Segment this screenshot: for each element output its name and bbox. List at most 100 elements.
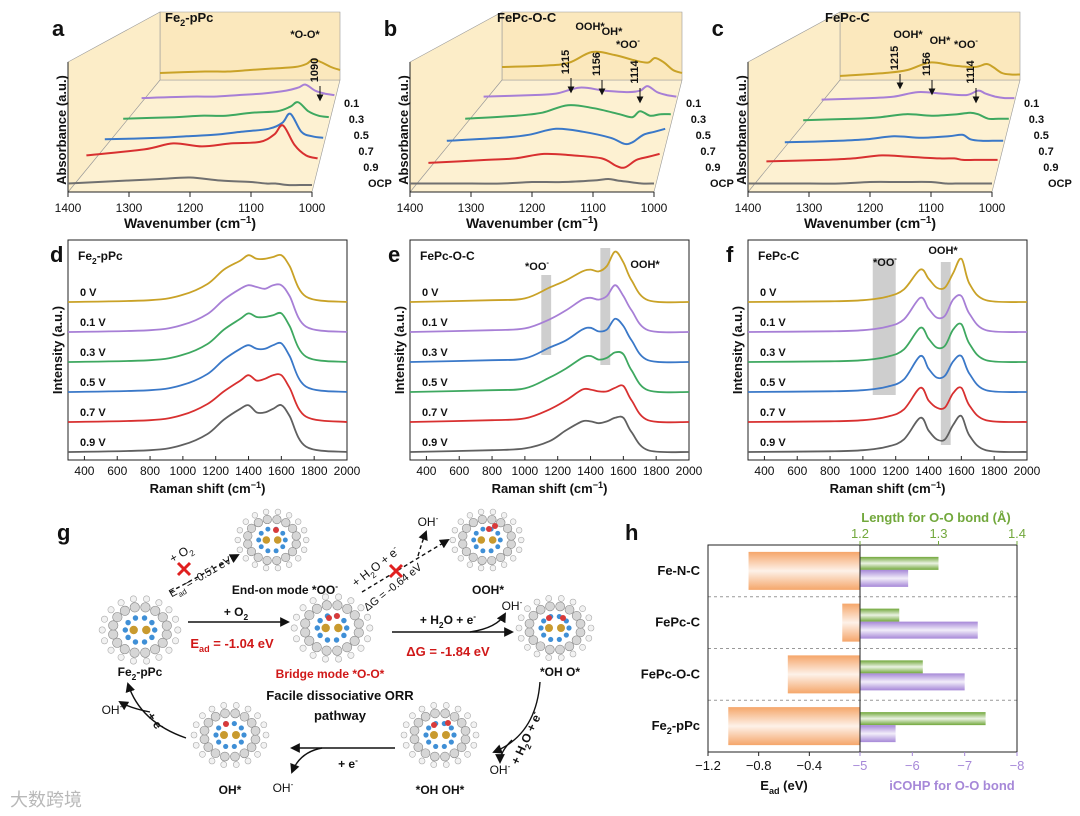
atom — [545, 654, 553, 661]
text-part: Raman shift (cm — [150, 481, 251, 496]
text-part: - — [546, 258, 549, 267]
atom — [489, 508, 497, 516]
series-label: 0.9 V — [760, 437, 786, 449]
x2-tick-label: −8 — [1010, 758, 1025, 773]
annotation: 1114 — [965, 59, 977, 83]
series-label: 0.9 V — [80, 437, 106, 449]
atom — [464, 750, 471, 758]
atom — [489, 564, 497, 572]
panel-letter: b — [384, 16, 397, 41]
text-part: E — [190, 636, 199, 651]
atom — [273, 548, 279, 554]
bar — [860, 712, 986, 726]
atom — [454, 757, 462, 765]
spectrum — [104, 112, 324, 141]
atom — [500, 512, 508, 519]
atom — [430, 731, 438, 739]
atom — [555, 601, 565, 612]
atom — [262, 514, 272, 525]
series-label: 0.7 — [358, 146, 373, 158]
atom — [503, 523, 513, 534]
spectrum — [747, 414, 1028, 453]
x-tick-label: 1000 — [299, 201, 326, 215]
x-tick-label: 1200 — [202, 464, 229, 478]
atom — [246, 742, 257, 753]
atom — [295, 518, 302, 525]
atom — [232, 702, 240, 709]
atom — [311, 642, 322, 653]
atom — [119, 605, 130, 616]
atom — [409, 725, 420, 736]
atom — [192, 721, 200, 729]
atom — [250, 725, 261, 736]
series-label: 0.7 V — [80, 407, 106, 419]
watermark: 大数跨境 — [10, 790, 82, 810]
x-tick-label: 1800 — [301, 464, 328, 478]
text-part: 2 — [439, 620, 444, 630]
atom — [564, 641, 575, 652]
atom — [477, 508, 485, 516]
series-label: 0.3 V — [80, 347, 106, 359]
text-part: + O — [167, 544, 191, 566]
category-label: Fe2-pPc — [652, 718, 700, 736]
series-label: 0.1 V — [80, 317, 106, 329]
x3-tick-label: 1.2 — [851, 526, 869, 541]
atom — [203, 717, 214, 728]
atom — [497, 537, 503, 543]
atom — [101, 615, 108, 623]
panel-letter: h — [625, 520, 638, 545]
text-part: - — [355, 755, 358, 765]
scheme-label: + e- — [338, 755, 358, 771]
atom — [480, 548, 486, 554]
spectrum — [67, 311, 348, 363]
atom — [575, 627, 586, 638]
atom — [132, 639, 139, 645]
spectrum — [409, 415, 690, 454]
atom — [108, 620, 119, 631]
atom — [300, 527, 308, 534]
text-part: Raman shift (cm — [830, 481, 931, 496]
atom — [448, 739, 454, 745]
atom — [303, 536, 310, 544]
text-part: Wavenumber (cm — [124, 215, 240, 231]
atom — [141, 639, 148, 645]
molecule — [190, 702, 270, 768]
atom — [495, 530, 501, 536]
x-tick-label: 600 — [787, 464, 807, 478]
spectrum — [465, 104, 671, 120]
atom — [251, 561, 259, 568]
atom — [282, 537, 288, 543]
text-part: OH — [490, 763, 508, 777]
band — [940, 262, 951, 445]
spectrum — [123, 101, 329, 120]
atom — [418, 705, 426, 713]
atom — [515, 527, 523, 534]
x-tick-label: 1400 — [735, 201, 762, 215]
atom — [517, 634, 525, 642]
text-part: - — [335, 581, 338, 591]
atom — [304, 610, 315, 621]
text-part: −1 — [582, 215, 594, 226]
atom — [129, 595, 137, 603]
atom — [300, 546, 308, 553]
adsorbate — [326, 615, 332, 621]
atom — [457, 518, 464, 525]
spectrum — [747, 257, 1028, 304]
atom — [321, 593, 329, 601]
atom — [317, 617, 323, 624]
series-label: 0.7 V — [760, 407, 786, 419]
text-part: - — [520, 597, 523, 607]
atom — [132, 615, 139, 621]
arrow — [169, 554, 240, 593]
series-label: 0.5 — [1034, 130, 1049, 142]
x-tick-label: 1100 — [580, 201, 606, 215]
text-part: OH — [502, 599, 520, 613]
atom — [265, 526, 271, 532]
atom — [518, 536, 525, 544]
scheme-label: *OH OH* — [416, 783, 465, 797]
atom — [442, 702, 450, 709]
atom — [287, 547, 298, 557]
bar — [860, 556, 939, 570]
atom — [112, 612, 123, 623]
atom — [569, 598, 577, 606]
